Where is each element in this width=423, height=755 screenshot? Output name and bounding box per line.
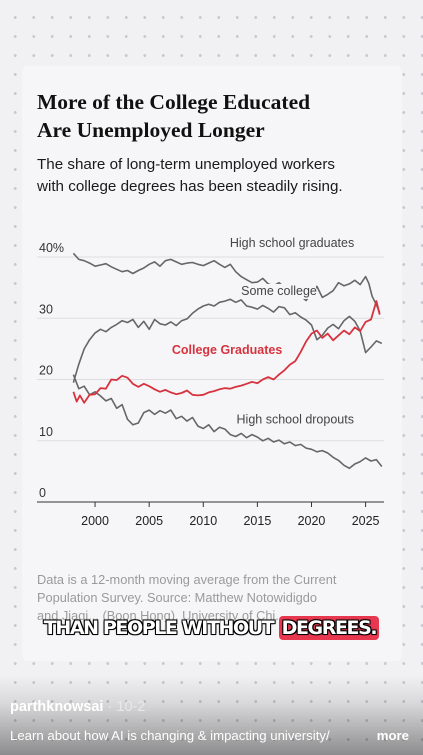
chart-title-line-1: More of the College Educated [37,90,311,114]
x-tick-label: 2000 [81,514,109,528]
y-tick-label: 40% [39,241,64,255]
chart-subtitle-line-1: The share of long-term unemployed worker… [37,156,335,173]
y-tick-label: 20 [39,364,53,378]
caption-text: THAN PEOPLE WITHOUT [43,617,279,639]
series-line-high-school-dropouts [72,374,383,470]
post-author[interactable]: parthknowsai · 10-2 [10,699,145,715]
separator-dot: · [107,699,113,715]
source-note-line-2: Population Survey. Source: Matthew Notow… [37,590,318,605]
series-annotation: High school graduates [230,236,354,250]
line-chart: 0 10 20 30 40% 2000 2005 2010 2015 2020 2025 High s… [37,236,384,528]
x-tick-label: 2015 [243,514,271,528]
chart-title-line-2: Are Unemployed Longer [37,118,265,142]
source-note: Data is a 12-month moving average from t… [37,571,387,625]
source-note-line-1: Data is a 12-month moving average from t… [37,572,337,587]
video-caption: THAN PEOPLE WITHOUT DEGREES. [0,616,423,640]
post-description: Learn about how AI is changing & impacti… [10,728,330,743]
post-footer: parthknowsai · 10-2 Learn about how AI i… [0,675,423,755]
news-card: More of the College Educated Are Unemplo… [22,66,402,661]
annotation-background [242,283,317,299]
x-tick-label: 2020 [298,514,326,528]
series-line-high-school-graduates [72,252,381,314]
x-tick-label: 2010 [189,514,217,528]
series-annotation: College Graduates [172,343,282,357]
source-note-line-3: and Jiaqi... (Boon Hong), University of … [37,608,286,623]
post-date: 10-2 [116,699,146,715]
y-tick-label: 30 [39,302,53,316]
x-tick-label: 2005 [135,514,163,528]
series-line-some-college [72,298,383,383]
more-button[interactable]: more [376,728,409,743]
series-line-college-graduates [72,300,381,404]
y-tick-label: 0 [39,486,46,500]
caption-highlight: DEGREES. [278,616,380,640]
chart-subtitle: The share of long-term unemployed worker… [37,154,387,198]
series-annotation: Some college [241,284,317,298]
chart-subtitle-line-2: with college degrees has been steadily r… [37,178,343,195]
chart-title: More of the College Educated Are Unemplo… [37,88,387,144]
username[interactable]: parthknowsai [10,699,104,715]
y-tick-label: 10 [39,425,53,439]
series-annotation: High school dropouts [237,413,354,427]
x-tick-label: 2025 [352,514,380,528]
